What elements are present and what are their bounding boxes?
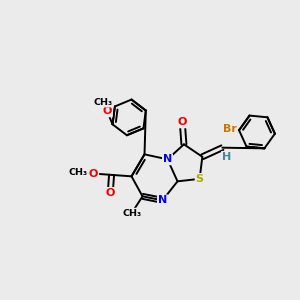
Text: S: S <box>196 174 204 184</box>
Text: O: O <box>89 169 98 178</box>
Text: CH₃: CH₃ <box>122 208 141 217</box>
Text: CH₃: CH₃ <box>122 208 141 217</box>
Text: N: N <box>158 195 167 205</box>
Text: O: O <box>103 106 112 116</box>
Text: O: O <box>178 117 187 128</box>
Text: O: O <box>106 188 115 198</box>
Text: CH₃: CH₃ <box>68 168 87 177</box>
Text: CH₃: CH₃ <box>94 98 113 106</box>
Text: H: H <box>222 152 231 162</box>
Text: N: N <box>163 154 172 164</box>
Text: Br: Br <box>223 124 237 134</box>
